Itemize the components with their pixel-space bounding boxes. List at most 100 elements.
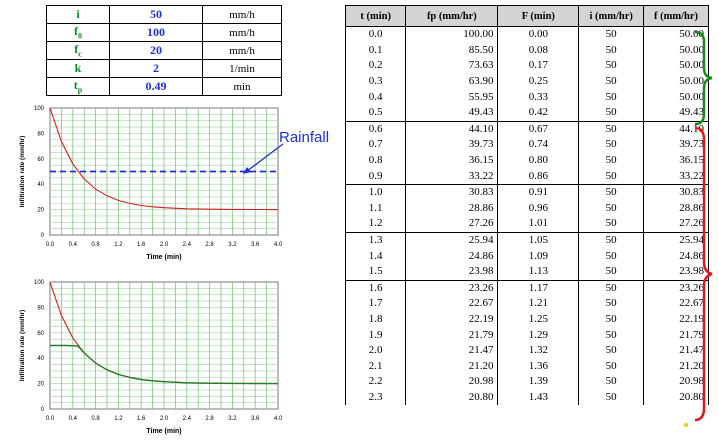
table-row: 2.2 20.98 1.39 50 20.98 <box>344 374 709 390</box>
param-row: i 50 mm/h <box>46 5 282 24</box>
table-cell: 21.20 <box>643 358 709 375</box>
y-axis-label: Infiltration rate (mm/hr) <box>19 136 26 208</box>
table-cell: 50.00 <box>643 42 709 59</box>
table-cell: 28.86 <box>643 200 709 217</box>
table-cell: 50 <box>578 389 645 406</box>
table-row: 1.7 22.67 1.21 50 22.67 <box>344 296 709 312</box>
table-cell: 1.09 <box>497 248 580 264</box>
table-cell: 85.50 <box>405 42 499 59</box>
table-cell: 1.3 <box>344 231 407 249</box>
table-cell: 0.4 <box>344 89 407 105</box>
x-tick-label: 2.0 <box>160 242 169 248</box>
param-row: k 2 1/min <box>46 59 282 78</box>
table-cell: 2.2 <box>344 374 407 390</box>
x-tick-label: 1.6 <box>137 242 146 248</box>
x-tick-label: 2.8 <box>205 242 214 248</box>
table-cell: 21.47 <box>405 342 499 359</box>
param-unit: mm/h <box>202 23 282 42</box>
table-cell: 44.10 <box>405 120 499 138</box>
table-cell: 50 <box>578 248 645 264</box>
table-row: 1.8 22.19 1.25 50 22.19 <box>344 311 709 328</box>
table-row: 0.3 63.90 0.25 50 50.00 <box>344 73 709 90</box>
rainfall-label: Rainfall <box>279 129 330 146</box>
table-row: 1.5 23.98 1.13 50 23.98 <box>344 263 709 280</box>
table-cell: 0.91 <box>497 183 580 201</box>
parameter-table: i 50 mm/h f0 100 mm/h fc 20 mm/h k 2 1/min tp 0.49 min <box>46 5 282 96</box>
table-cell: 1.32 <box>497 342 580 359</box>
table-cell: 0.2 <box>344 58 407 74</box>
param-row: tp 0.49 min <box>46 77 282 96</box>
table-cell: 50 <box>578 137 645 153</box>
table-row: 1.2 27.26 1.01 50 27.26 <box>344 216 709 233</box>
table-header: t (min) <box>344 5 407 27</box>
table-cell: 50 <box>578 25 645 43</box>
table-row: 0.6 44.10 0.67 50 44.10 <box>344 120 709 138</box>
table-cell: 1.21 <box>497 296 580 312</box>
table-cell: 0.1 <box>344 42 407 59</box>
table-cell: 21.20 <box>405 358 499 375</box>
actual-infiltration-line <box>50 344 279 385</box>
infiltration-chart-top: 0 20 40 60 80 100 0.0 0.4 0.8 1.2 1.6 2.0 2.4 2.8 3.2 3… <box>19 106 283 261</box>
x-tick-label: 1.2 <box>114 242 123 248</box>
table-cell: 50 <box>578 120 645 138</box>
table-cell: 50 <box>578 358 645 375</box>
table-cell: 1.01 <box>497 216 580 233</box>
table-cell: 1.0 <box>344 183 407 201</box>
table-cell: 1.25 <box>497 311 580 328</box>
table-cell: 50 <box>578 231 645 249</box>
table-cell: 21.79 <box>405 327 499 343</box>
param-unit: mm/h <box>202 5 282 24</box>
table-cell: 30.83 <box>405 183 499 201</box>
table-cell: 1.36 <box>497 358 580 375</box>
table-cell: 28.86 <box>405 200 499 217</box>
table-cell: 50 <box>578 296 645 312</box>
table-cell: 36.15 <box>643 152 709 169</box>
param-unit: mm/h <box>202 41 282 60</box>
table-cell: 50 <box>578 342 645 359</box>
table-cell: 22.67 <box>643 296 709 312</box>
table-cell: 0.9 <box>344 168 407 185</box>
x-tick-label: 4.0 <box>274 242 283 248</box>
y-tick-label: 20 <box>37 382 44 388</box>
table-cell: 2.0 <box>344 342 407 359</box>
table-row: 0.0 100.00 0.00 50 50.00 <box>344 25 709 43</box>
table-cell: 63.90 <box>405 73 499 90</box>
table-cell: 0.25 <box>497 73 580 90</box>
table-cell: 0.7 <box>344 137 407 153</box>
table-cell: 50 <box>578 89 645 105</box>
table-cell: 50 <box>578 183 645 201</box>
table-header: i (mm/hr) <box>578 5 645 27</box>
y-axis-label: Infiltration rate (mm/hr) <box>19 310 26 382</box>
table-row: 1.0 30.83 0.91 50 30.83 <box>344 183 709 201</box>
table-cell: 0.80 <box>497 152 580 169</box>
table-cell: 49.43 <box>643 104 709 122</box>
table-cell: 1.17 <box>497 279 580 297</box>
x-tick-label: 1.2 <box>114 416 123 422</box>
param-row: f0 100 mm/h <box>46 23 282 42</box>
x-axis-label: Time (min) <box>146 254 181 261</box>
y-tick-label: 60 <box>37 157 44 163</box>
table-cell: 27.26 <box>405 216 499 233</box>
param-symbol: i <box>46 5 110 24</box>
infiltration-chart-bottom: 0 20 40 60 80 100 0.0 0.4 0.8 1.2 1.6 2.0 2.4 2.8 3.2 3… <box>19 280 283 435</box>
table-cell: 39.73 <box>643 137 709 153</box>
param-symbol: tp <box>46 77 110 96</box>
table-row: 0.7 39.73 0.74 50 39.73 <box>344 137 709 153</box>
table-cell: 1.29 <box>497 327 580 343</box>
y-tick-label: 100 <box>34 280 45 286</box>
table-cell: 33.22 <box>405 168 499 185</box>
table-cell: 0.74 <box>497 137 580 153</box>
table-cell: 23.26 <box>405 279 499 297</box>
y-tick-label: 40 <box>37 356 44 362</box>
table-cell: 1.1 <box>344 200 407 217</box>
table-cell: 20.80 <box>643 389 709 406</box>
table-cell: 44.10 <box>643 120 709 138</box>
table-cell: 21.79 <box>643 327 709 343</box>
x-tick-label: 3.2 <box>228 416 237 422</box>
table-cell: 50 <box>578 200 645 217</box>
table-cell: 50 <box>578 374 645 390</box>
x-tick-label: 0.8 <box>91 416 100 422</box>
table-cell: 73.63 <box>405 58 499 74</box>
table-row: 0.1 85.50 0.08 50 50.00 <box>344 42 709 59</box>
rainfall-arrow <box>243 143 284 174</box>
